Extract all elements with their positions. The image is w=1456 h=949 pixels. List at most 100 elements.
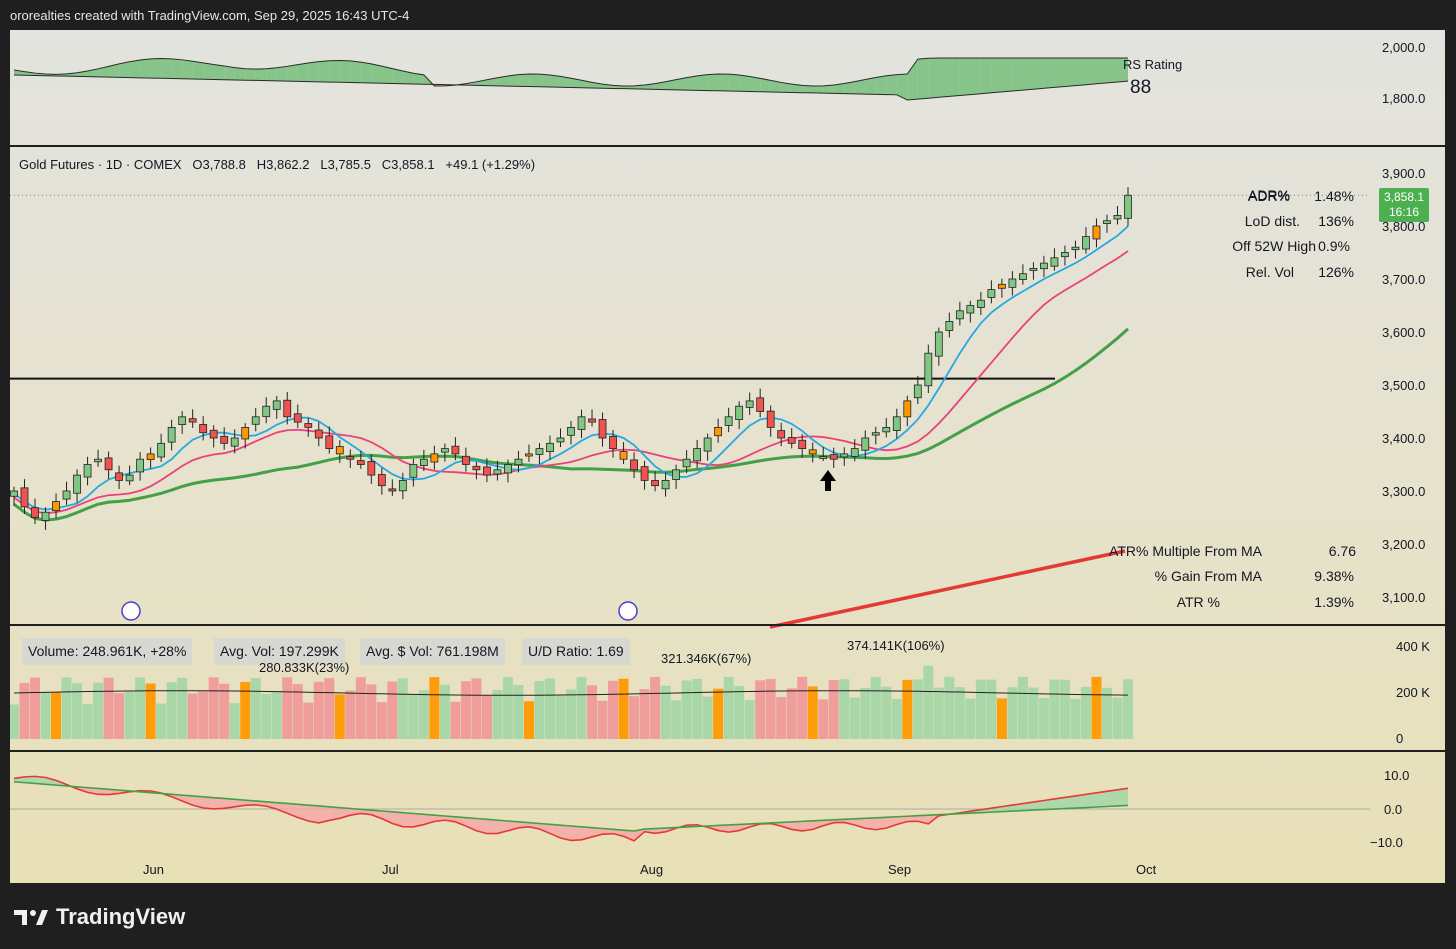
candle-body [882, 426, 891, 433]
osc-fill-segment [549, 824, 561, 839]
stat-label-atr: ATR % [1176, 594, 1220, 610]
volume-bar [891, 698, 902, 739]
candle-body [388, 488, 397, 492]
candle-body [199, 424, 208, 434]
rs-fill-segment [781, 82, 792, 93]
symbol-legend[interactable]: Gold Futures · 1D · COMEX O3,788.8 H3,86… [19, 157, 535, 172]
volume-annotation: 280.833K(23%) [259, 660, 350, 675]
volume-bar [660, 685, 671, 739]
candle-body [861, 437, 870, 451]
candle-body [651, 480, 659, 487]
rs-fill-segment [339, 60, 351, 83]
candle-body [293, 413, 302, 423]
candle-body [157, 442, 166, 458]
stat-value-atr: 1.39% [1314, 594, 1354, 610]
rs-fill-segment [802, 85, 813, 93]
candle-body [398, 479, 407, 492]
osc-fill-segment [224, 798, 235, 809]
rs-tick-label: 1,800.0 [1382, 91, 1426, 106]
rs-fill-segment [98, 66, 109, 78]
volume-bar [818, 699, 829, 739]
rs-fill-segment [1001, 58, 1013, 92]
rs-fill-segment [917, 58, 929, 100]
rs-fill-segment [371, 63, 382, 84]
osc-fill-segment [24, 776, 36, 784]
volume-bar [10, 704, 19, 739]
volume-bar [807, 686, 818, 739]
price-tick: 3,300.0 [1382, 484, 1426, 499]
ema21-line [13, 250, 1129, 515]
volume-bar [229, 703, 240, 739]
candle-body [1092, 225, 1101, 240]
candle-body [535, 448, 544, 455]
volume-tick: 200 K [1396, 685, 1430, 700]
volume-bar [713, 688, 724, 739]
symbol-name[interactable]: Gold Futures · 1D · COMEX [19, 157, 182, 172]
ohlc-high: H3,862.2 [256, 157, 310, 172]
rs-fill-segment [108, 63, 120, 78]
candle-body [272, 400, 281, 410]
chart-frame[interactable]: RS Rating 88 2,000.0 1,800.0 Gold Future… [10, 30, 1445, 883]
volume-bar [61, 677, 72, 739]
osc-panel-divider[interactable] [10, 750, 1445, 752]
tradingview-logo[interactable]: TradingView [14, 904, 185, 930]
rs-fill-segment [161, 58, 172, 79]
volume-bar [597, 700, 608, 739]
candle-body [1071, 246, 1080, 251]
volume-panel-divider[interactable] [10, 624, 1445, 626]
candle-body [20, 487, 29, 508]
candle-body [1082, 236, 1090, 250]
rs-fill-segment [140, 58, 151, 79]
chart-canvas[interactable] [10, 30, 1445, 883]
ohlc-close: C3,858.1 [381, 157, 435, 172]
volume-bar [429, 677, 440, 739]
rs-fill-segment [854, 79, 866, 95]
osc-fill-segment [497, 820, 508, 834]
candle-body [1029, 267, 1038, 271]
osc-fill-segment [182, 795, 193, 806]
rs-fill-segment [234, 67, 246, 81]
candle-body [430, 453, 439, 463]
candle-body [567, 426, 575, 436]
rs-fill-segment [329, 60, 340, 83]
stat-label: ADR% [1247, 187, 1290, 203]
price-tick: 3,700.0 [1382, 272, 1426, 287]
volume-bar [923, 665, 934, 739]
rs-fill-segment [1064, 58, 1076, 87]
rs-fill-segment [970, 58, 981, 95]
candle-body [367, 461, 376, 476]
candle-body [1124, 194, 1132, 219]
rs-fill-segment [728, 74, 740, 92]
rs-fill-segment [1075, 58, 1086, 86]
rs-fill-segment [518, 74, 529, 87]
rs-panel-divider[interactable] [10, 145, 1445, 147]
tradingview-brand: TradingView [56, 904, 186, 929]
volume-bar [481, 695, 492, 739]
rs-fill-segment [476, 79, 487, 86]
rs-fill-segment [150, 58, 162, 79]
candle-body [997, 283, 1006, 289]
osc-tick: 10.0 [1384, 768, 1410, 783]
candle-body [829, 454, 838, 460]
bar-countdown: 16:16 [1388, 205, 1420, 219]
volume-bar [250, 677, 261, 739]
candle-body [1040, 262, 1048, 270]
volume-bar [51, 692, 62, 739]
rs-fill-segment [1085, 58, 1097, 85]
candle-body [798, 439, 807, 449]
price-tick: 3,900.0 [1382, 166, 1426, 181]
candle-body [94, 458, 102, 463]
candle-body [346, 456, 355, 460]
rs-fill-segment [318, 60, 330, 83]
candle-body [850, 448, 859, 457]
volume-bar [881, 686, 892, 739]
rs-rating-label: RS Rating [1123, 57, 1183, 72]
volume-bar [933, 687, 944, 739]
rs-fill-segment [497, 75, 508, 87]
volume-bar [366, 684, 377, 739]
volume-bar [502, 677, 513, 739]
volume-bar [650, 676, 661, 739]
volume-bar [608, 680, 619, 739]
volume-tick: 400 K [1396, 639, 1430, 654]
buy-arrow-marker [820, 470, 836, 491]
